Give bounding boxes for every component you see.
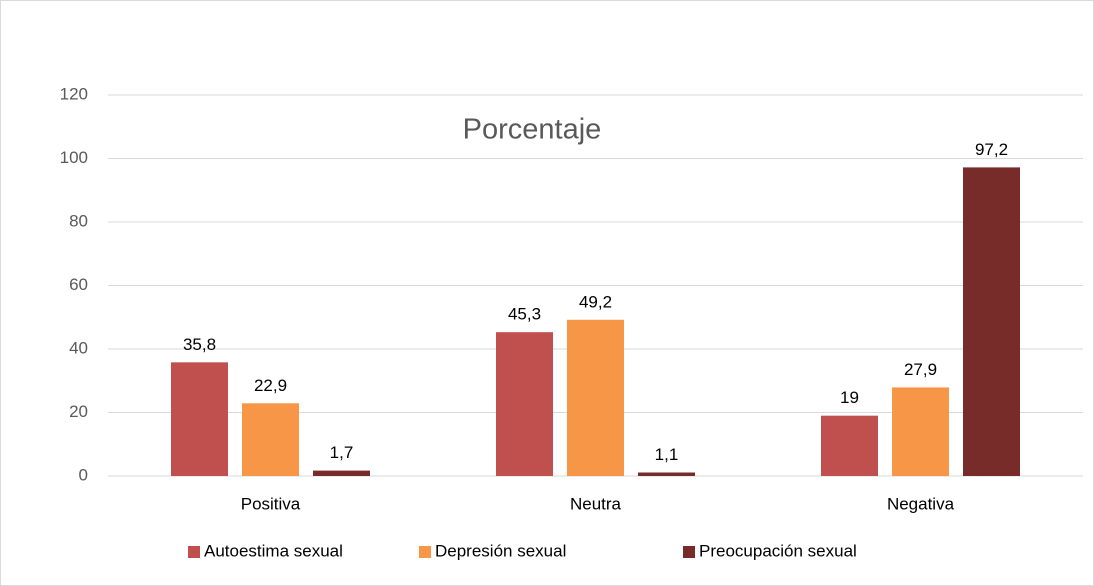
legend-label: Preocupación sexual: [699, 541, 857, 560]
y-tick-label: 60: [69, 275, 88, 294]
y-tick-label: 100: [60, 148, 88, 167]
y-tick-label: 80: [69, 211, 88, 230]
x-tick-label: Positiva: [241, 494, 301, 513]
legend-label: Depresión sexual: [435, 541, 566, 560]
chart-title: Porcentaje: [463, 114, 602, 146]
legend-label: Autoestima sexual: [204, 541, 343, 560]
bar: [638, 472, 695, 476]
bar: [892, 387, 949, 476]
y-tick-label: 20: [69, 402, 88, 421]
bar: [242, 403, 299, 476]
data-label: 45,3: [508, 305, 541, 324]
legend-marker: [188, 546, 200, 558]
data-label: 1,7: [330, 443, 354, 462]
data-label: 49,2: [579, 292, 612, 311]
bar: [963, 167, 1020, 476]
data-label: 97,2: [975, 140, 1008, 159]
data-label: 19: [840, 388, 859, 407]
x-tick-label: Neutra: [570, 494, 622, 513]
y-tick-label: 40: [69, 338, 88, 357]
bar: [821, 415, 878, 476]
data-label: 35,8: [183, 335, 216, 354]
legend-marker: [683, 546, 695, 558]
bar: [171, 362, 228, 476]
x-tick-label: Negativa: [887, 494, 955, 513]
legend-marker: [419, 546, 431, 558]
data-label: 1,1: [655, 445, 679, 464]
data-label: 22,9: [254, 376, 287, 395]
y-tick-label: 120: [60, 84, 88, 103]
bar: [496, 332, 553, 476]
y-tick-label: 0: [79, 465, 88, 484]
bar: [567, 319, 624, 476]
bar: [313, 470, 370, 476]
data-label: 27,9: [904, 360, 937, 379]
